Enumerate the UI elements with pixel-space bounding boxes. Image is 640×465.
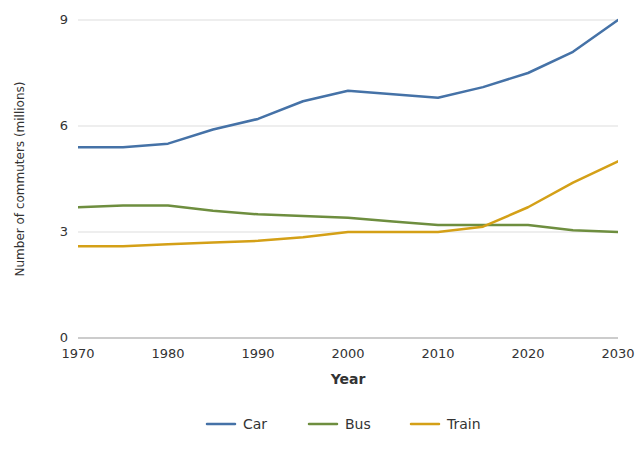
legend-swatch — [207, 423, 235, 426]
x-axis-line — [78, 338, 618, 339]
grid-line — [78, 20, 618, 21]
x-tick-label: 2000 — [331, 346, 364, 361]
legend-label: Train — [446, 416, 481, 432]
legend-label: Bus — [345, 416, 371, 432]
plot-area — [78, 20, 618, 246]
chart: 0 3 6 9 1970 1980 1990 2000 2010 2020 2030 Year Numb… — [0, 0, 640, 465]
grid-line — [78, 126, 618, 127]
legend: Car Bus Train — [207, 416, 481, 432]
x-axis-label: Year — [330, 371, 366, 387]
x-tick-label: 2020 — [511, 346, 544, 361]
series-line — [78, 206, 618, 233]
x-tick-label: 1980 — [151, 346, 184, 361]
series-line — [78, 161, 618, 246]
legend-swatch — [411, 423, 439, 426]
series-line — [78, 20, 618, 147]
x-tick-label: 2030 — [601, 346, 634, 361]
legend-label: Car — [243, 416, 267, 432]
y-tick-label: 9 — [60, 12, 68, 27]
y-axis-label: Number of commuters (millions) — [13, 82, 27, 277]
y-tick-label: 3 — [60, 224, 68, 239]
x-tick-label: 1990 — [241, 346, 274, 361]
x-tick-label: 2010 — [421, 346, 454, 361]
y-tick-label: 0 — [60, 330, 68, 345]
y-tick-label: 6 — [60, 118, 68, 133]
x-tick-label: 1970 — [61, 346, 94, 361]
background — [0, 0, 640, 465]
legend-swatch — [309, 423, 337, 426]
